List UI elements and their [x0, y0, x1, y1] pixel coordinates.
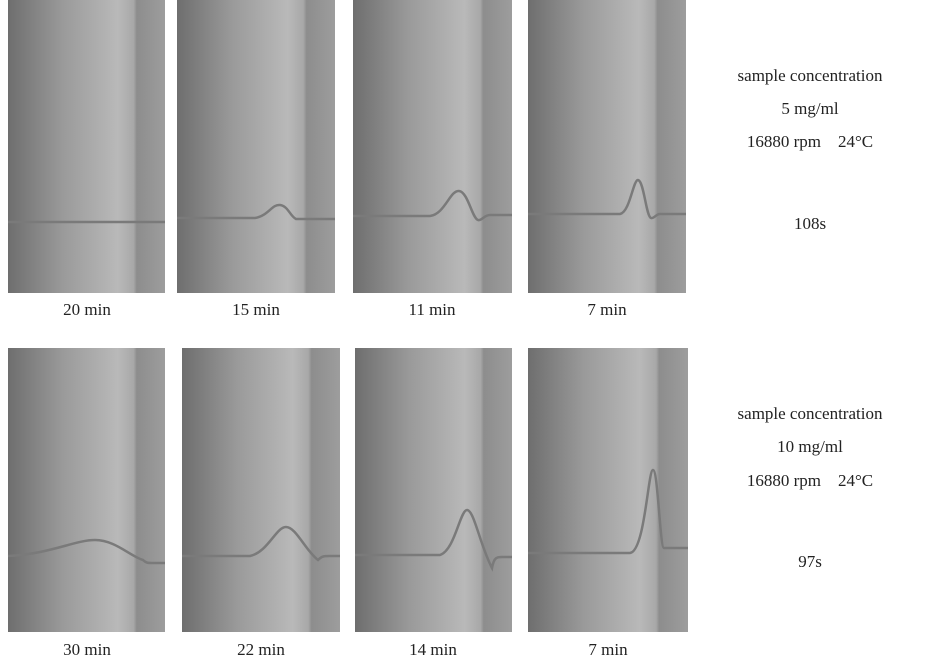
- time-label: 11 min: [408, 300, 456, 319]
- photo: [8, 348, 165, 632]
- curve: [355, 508, 512, 572]
- time-label: 22 min: [237, 640, 285, 659]
- curve: [353, 189, 512, 222]
- curve: [182, 525, 340, 562]
- info: 97s: [798, 552, 822, 571]
- curve: [7, 538, 165, 565]
- info: 108s: [794, 214, 826, 233]
- row-2: 30 min 22 min 14 min 7 min sample concen…: [7, 348, 883, 659]
- info: 16880 rpm 24°C: [747, 471, 873, 490]
- time-label: 14 min: [409, 640, 457, 659]
- info: 10 mg/ml: [777, 437, 843, 456]
- info: sample concentration: [738, 66, 883, 85]
- photo: [182, 348, 340, 632]
- photo: [355, 348, 512, 632]
- photo: [528, 0, 686, 293]
- time-label: 30 min: [63, 640, 111, 659]
- photo: [8, 0, 165, 293]
- time-label: 7 min: [588, 640, 628, 659]
- info: 5 mg/ml: [781, 99, 838, 118]
- time-label: 20 min: [63, 300, 111, 319]
- row-1: 20 min 15 min 11 min 7 min sample concen…: [8, 0, 883, 319]
- time-label: 7 min: [587, 300, 627, 319]
- curve: [528, 468, 688, 555]
- time-label: 15 min: [232, 300, 280, 319]
- photo: [528, 348, 688, 632]
- photo: [353, 0, 512, 293]
- curve: [528, 178, 686, 220]
- photo: [177, 0, 335, 293]
- curve: [177, 203, 335, 221]
- info: 16880 rpm 24°C: [747, 132, 873, 151]
- info: sample concentration: [738, 404, 883, 423]
